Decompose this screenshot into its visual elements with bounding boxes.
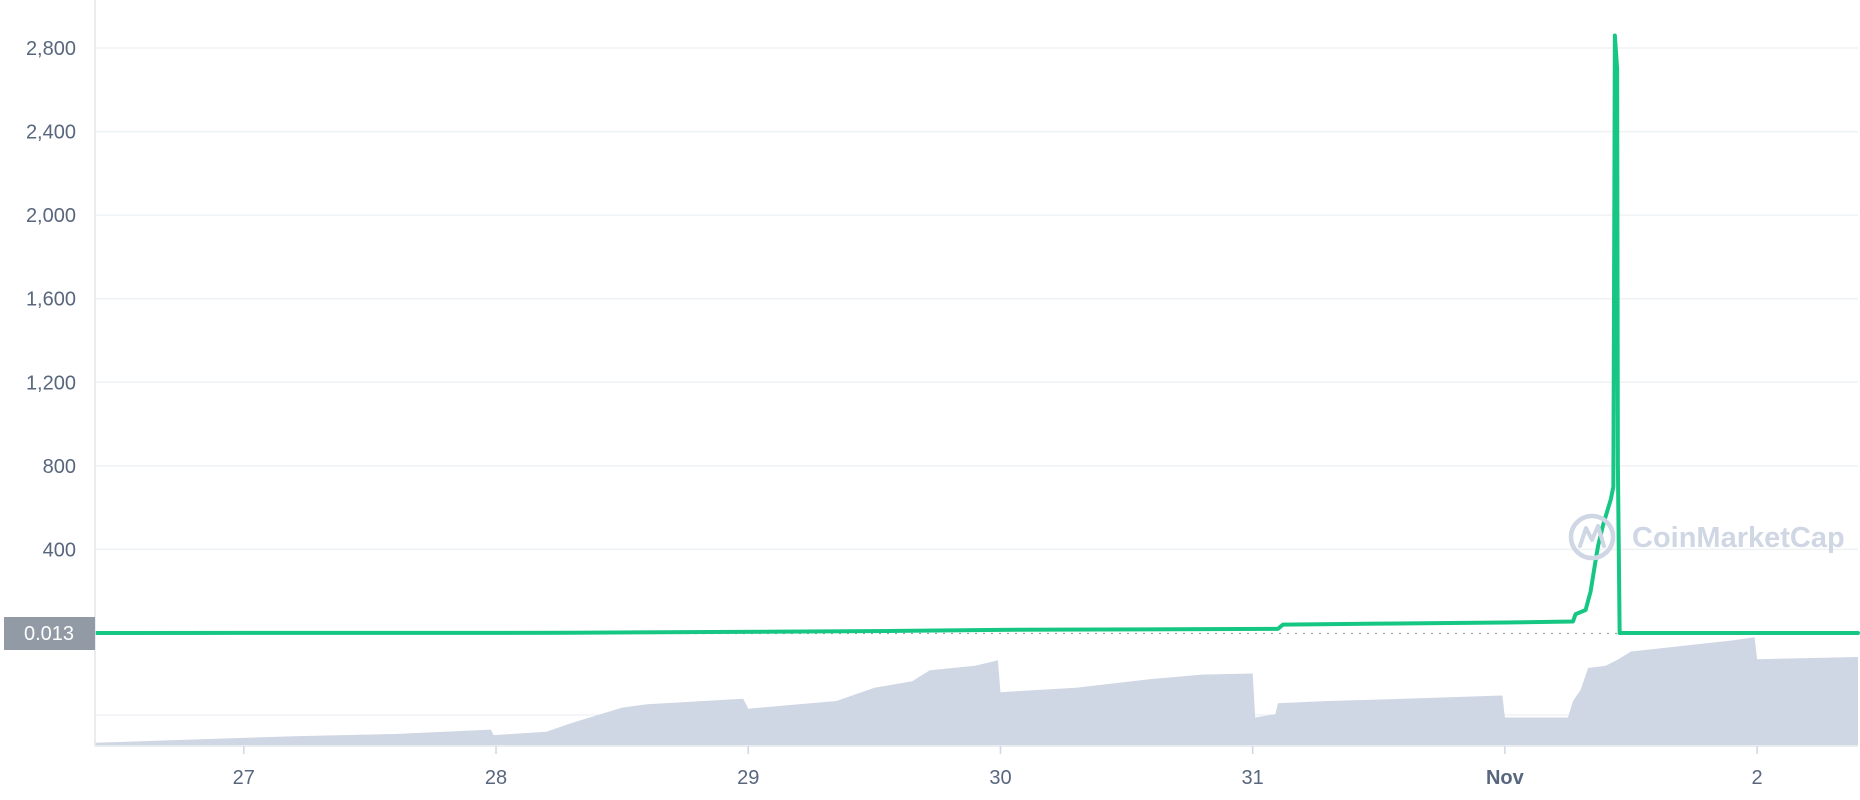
- x-tick-label: 27: [233, 767, 255, 789]
- y-tick-label: 2,400: [26, 122, 76, 144]
- current-price-label-group: 0.013: [4, 616, 95, 650]
- current-price-label: 0.013: [24, 623, 74, 645]
- grid-lines: [95, 47, 1858, 716]
- y-tick-label: 400: [43, 539, 76, 561]
- y-tick-label: 1,200: [26, 372, 76, 394]
- x-tick-label: 28: [485, 767, 507, 789]
- volume-area: [95, 637, 1858, 745]
- coinmarketcap-logo-icon: [1568, 513, 1616, 561]
- axes: 400 800 1,200 1,600 2,000 2,400 2,800 27 28 29 30 3…: [26, 0, 1858, 789]
- x-tick-label: 2: [1752, 767, 1763, 789]
- price-series-line: [93, 33, 1860, 635]
- x-tick-label: 29: [737, 767, 759, 789]
- price-line-layer: [93, 33, 1860, 635]
- current-price-label-box: [4, 616, 95, 650]
- x-tick-label: 31: [1242, 767, 1264, 789]
- y-tick-label: 2,800: [26, 38, 76, 60]
- watermark-text: CoinMarketCap: [1632, 522, 1845, 554]
- x-tick-label: 30: [989, 767, 1011, 789]
- coinmarketcap-watermark: CoinMarketCap: [1568, 513, 1845, 561]
- y-tick-label: 2,000: [26, 205, 76, 227]
- y-tick-label: 800: [43, 456, 76, 478]
- volume-area-path: [95, 637, 1858, 745]
- y-tick-label: 1,600: [26, 289, 76, 311]
- x-tick-label: Nov: [1486, 767, 1525, 789]
